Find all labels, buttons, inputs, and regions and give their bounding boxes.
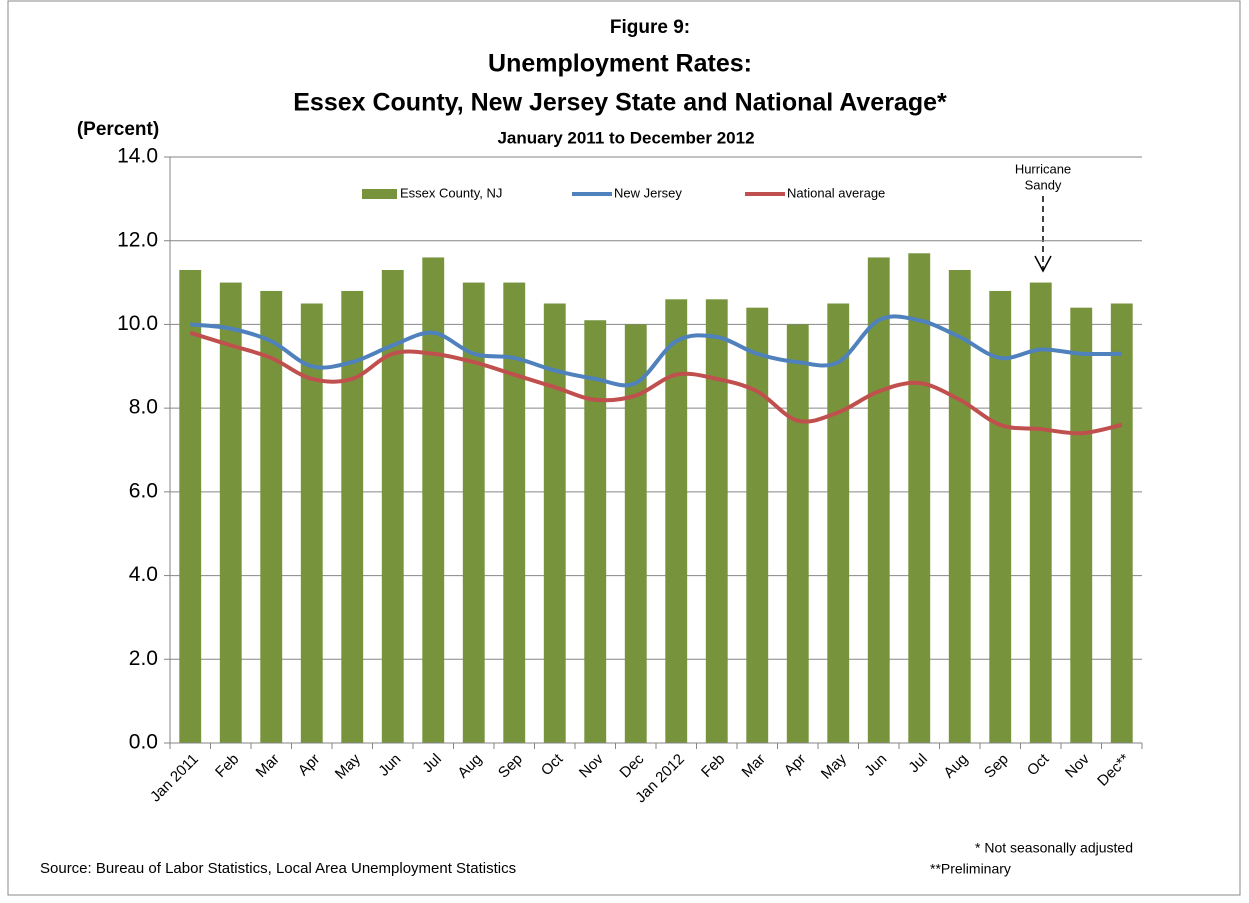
y-axis-label: (Percent) — [77, 119, 159, 140]
chart-title-line2: Essex County, New Jersey State and Natio… — [293, 89, 947, 117]
legend-label: New Jersey — [614, 185, 682, 200]
bar — [827, 303, 850, 743]
bar — [341, 290, 364, 743]
bar — [989, 290, 1012, 743]
chart-title: Unemployment Rates: — [488, 50, 752, 78]
bar — [908, 253, 931, 743]
bar — [584, 320, 607, 743]
bar — [219, 282, 242, 743]
legend-label: National average — [787, 185, 885, 200]
y-tick-label: 14.0 — [117, 145, 158, 168]
y-tick-label: 10.0 — [117, 312, 158, 335]
bar — [624, 324, 647, 743]
bar — [1070, 307, 1093, 743]
line-series — [190, 314, 1122, 388]
legend-swatch — [362, 189, 397, 199]
bar — [300, 303, 323, 743]
figure-label: Figure 9: — [610, 17, 690, 38]
y-tick-label: 8.0 — [129, 396, 158, 419]
bar — [381, 270, 404, 743]
bar — [422, 257, 445, 743]
y-tick-label: 12.0 — [117, 228, 158, 251]
y-tick-label: 2.0 — [129, 647, 158, 670]
bar — [746, 307, 769, 743]
annotation-arrowhead — [1034, 255, 1052, 273]
bar — [1029, 282, 1052, 743]
bar — [260, 290, 283, 743]
bar — [179, 270, 202, 743]
bar — [948, 270, 971, 743]
legend-label: Essex County, NJ — [400, 185, 502, 200]
bar — [867, 257, 890, 743]
bar — [1110, 303, 1133, 743]
annotation: Sandy — [1025, 177, 1062, 192]
note: **Preliminary — [930, 861, 1011, 877]
chart-subtitle: January 2011 to December 2012 — [497, 128, 754, 147]
line-series — [189, 330, 1123, 436]
bar — [503, 282, 526, 743]
y-tick-label: 4.0 — [129, 563, 158, 586]
y-tick-label: 0.0 — [129, 731, 158, 754]
source: Source: Bureau of Labor Statistics, Loca… — [40, 860, 516, 877]
bar — [665, 299, 688, 743]
y-tick-label: 6.0 — [129, 479, 158, 502]
bar — [786, 324, 809, 743]
bar — [705, 299, 728, 743]
bar — [462, 282, 485, 743]
bar — [543, 303, 566, 743]
note: * Not seasonally adjusted — [975, 840, 1133, 856]
annotation: Hurricane — [1015, 161, 1071, 176]
